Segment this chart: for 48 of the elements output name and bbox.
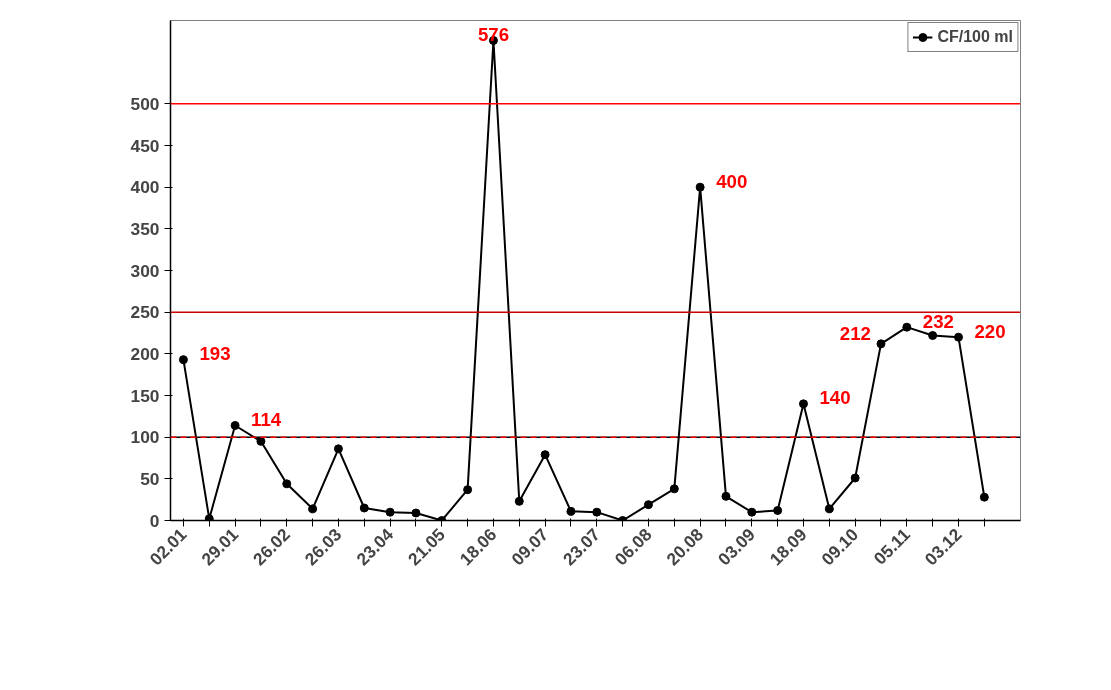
y-tick-label: 50 xyxy=(140,468,160,489)
point xyxy=(178,355,188,365)
data-label: 212 xyxy=(839,323,871,345)
y-tick-label: 450 xyxy=(130,135,160,156)
point xyxy=(359,503,369,513)
point xyxy=(953,332,963,342)
point xyxy=(902,322,912,332)
y-tick-label: 150 xyxy=(130,385,160,406)
point xyxy=(876,339,886,349)
point xyxy=(747,507,757,517)
point xyxy=(566,506,576,516)
y-tick-label: 350 xyxy=(130,218,160,239)
y-tick-label: 250 xyxy=(130,302,160,323)
point xyxy=(411,508,421,518)
point xyxy=(282,479,292,489)
data-label: 140 xyxy=(819,387,851,409)
y-tick-label: 100 xyxy=(130,427,160,448)
y-tick-label: 200 xyxy=(130,343,160,364)
point xyxy=(230,421,240,430)
point xyxy=(798,399,808,409)
point xyxy=(463,485,473,495)
point xyxy=(385,507,395,517)
data-label: 232 xyxy=(922,310,954,332)
point xyxy=(850,473,860,483)
point xyxy=(333,444,343,454)
data-label: 220 xyxy=(974,320,1006,342)
y-tick-label: 400 xyxy=(130,177,160,198)
point xyxy=(669,484,679,494)
legend-label: CF/100 ml xyxy=(937,28,1013,46)
point xyxy=(204,514,214,521)
point xyxy=(643,500,653,510)
point xyxy=(695,182,705,192)
y-tick-label: 300 xyxy=(130,260,160,281)
point xyxy=(773,506,783,515)
point xyxy=(540,450,550,460)
y-tick-label: 500 xyxy=(130,93,160,114)
point xyxy=(824,504,834,514)
point xyxy=(308,504,318,514)
data-label: 193 xyxy=(199,343,231,365)
point xyxy=(592,507,602,517)
data-label: 400 xyxy=(716,170,748,192)
data-label: 114 xyxy=(251,409,282,430)
point xyxy=(514,496,524,506)
data-label: 576 xyxy=(477,23,510,45)
y-tick-label: 0 xyxy=(149,510,160,531)
point xyxy=(979,492,989,502)
point xyxy=(928,331,938,340)
point xyxy=(721,491,731,501)
